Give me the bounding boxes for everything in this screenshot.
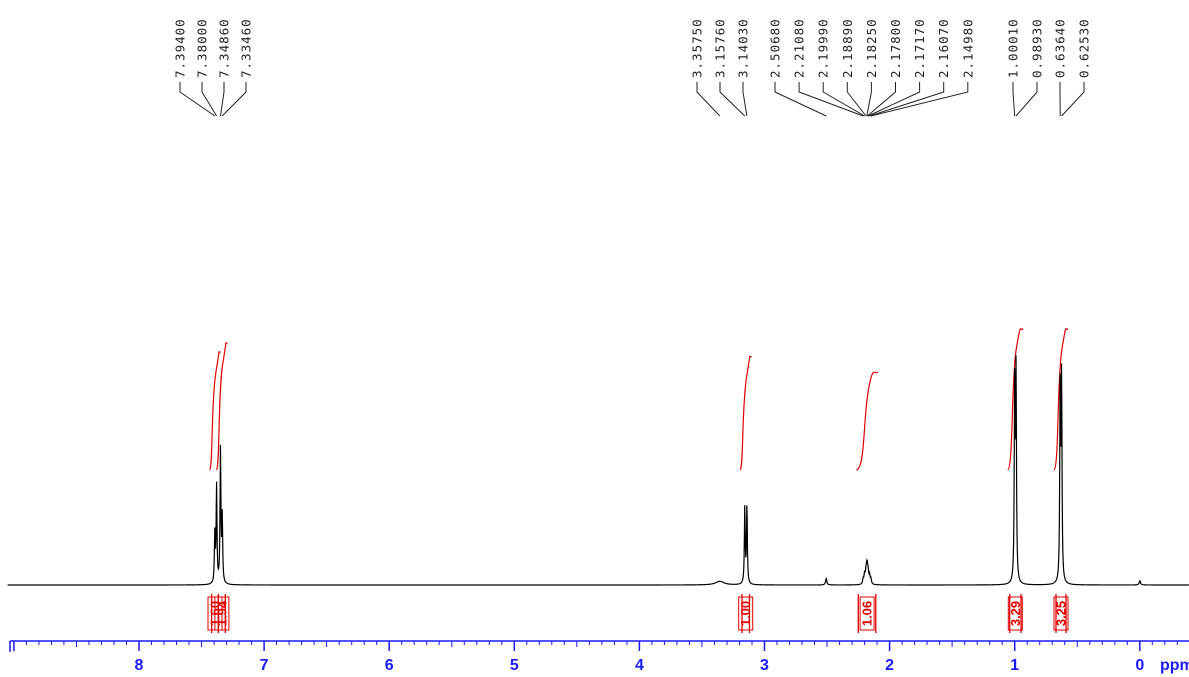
peak-connector xyxy=(179,82,216,117)
integral-curve xyxy=(855,371,879,471)
peak-connector xyxy=(201,82,218,117)
integral-bracket xyxy=(1009,594,1022,633)
peak-label: 3.35750 xyxy=(690,18,705,78)
peak-connector xyxy=(846,82,867,117)
peak-connector xyxy=(822,82,865,117)
integral-bracket xyxy=(741,594,751,633)
integral-value: 1.94 xyxy=(214,600,229,626)
x-tick-label: 5 xyxy=(510,657,519,674)
peak-label: 0.63640 xyxy=(1053,18,1068,78)
peak-label: 7.34860 xyxy=(217,18,232,78)
peak-connector xyxy=(1061,82,1085,117)
peak-label: 0.62530 xyxy=(1077,18,1092,78)
integral-bracket xyxy=(217,594,226,633)
integral-value: 1.00 xyxy=(738,601,753,626)
x-tick-label: 0 xyxy=(1135,657,1144,674)
peak-connector xyxy=(798,82,864,117)
integral-bracket xyxy=(1055,594,1067,633)
peak-label: 3.15760 xyxy=(713,18,728,78)
peak-label: 1.00010 xyxy=(1006,18,1021,78)
integral-value-box xyxy=(214,596,230,631)
integral-value: 3.25 xyxy=(1053,601,1068,626)
integral-value: 1.06 xyxy=(860,601,875,626)
peak-label: 2.17800 xyxy=(888,18,903,78)
peak-label: 2.19990 xyxy=(816,18,831,78)
peak-connector xyxy=(774,82,827,117)
peak-label: 2.17170 xyxy=(912,18,927,78)
x-tick-label: 8 xyxy=(135,657,144,674)
peak-connector xyxy=(719,82,746,117)
peak-connector xyxy=(1015,82,1038,117)
integral-curve xyxy=(739,355,752,471)
peak-label: 2.21080 xyxy=(792,18,807,78)
peak-connector xyxy=(870,82,969,117)
peak-connector xyxy=(742,82,748,117)
integral-value-box xyxy=(1053,596,1069,631)
x-tick-label: 4 xyxy=(635,657,644,674)
peak-connector xyxy=(221,82,247,117)
peak-labels: 7.39400 7.38000 7.34860 7.33460 3.35750 3.157… xyxy=(173,18,1092,117)
peak-label: 7.33460 xyxy=(239,18,254,78)
integral-value-box xyxy=(859,596,875,631)
peak-connector xyxy=(869,82,945,117)
integral-curve xyxy=(1007,328,1024,471)
peak-label: 2.16070 xyxy=(936,18,951,78)
peak-connector xyxy=(1012,82,1016,117)
x-axis-unit-label: ppm xyxy=(1160,657,1189,674)
peak-label: 0.98930 xyxy=(1030,18,1045,78)
peak-connector xyxy=(220,82,225,117)
x-tick-label: 3 xyxy=(760,657,769,674)
peak-label: 2.18890 xyxy=(840,18,855,78)
x-tick-label: 1 xyxy=(1010,657,1019,674)
spectrum-line xyxy=(7,355,1189,586)
x-tick-label: 7 xyxy=(260,657,269,674)
x-tick-label: 6 xyxy=(385,657,394,674)
integral-value: 3.29 xyxy=(1008,601,1023,626)
integral-value-box xyxy=(1007,596,1023,631)
peak-label: 7.39400 xyxy=(173,18,188,78)
integrals: 1.601.94 1.00 1.06 3.29 3.25 xyxy=(207,328,1069,633)
x-axis: 8 7 6 5 4 3 2 1 0 xyxy=(9,640,1189,674)
peak-label: 3.14030 xyxy=(736,18,751,78)
integral-value-box xyxy=(738,596,754,631)
peak-connector xyxy=(696,82,721,117)
peak-label: 2.18250 xyxy=(864,18,879,78)
peak-label: 2.50680 xyxy=(768,18,783,78)
peak-connector xyxy=(866,82,872,117)
peak-connector xyxy=(867,82,921,117)
integral-curve xyxy=(1053,328,1069,471)
peak-label: 2.14980 xyxy=(960,18,975,78)
peak-connector xyxy=(866,82,896,117)
integral-curve xyxy=(209,351,221,471)
peak-label: 7.38000 xyxy=(195,18,210,78)
x-tick-label: 2 xyxy=(885,657,894,674)
integral-curve xyxy=(215,342,228,471)
integral-bracket xyxy=(857,594,877,633)
